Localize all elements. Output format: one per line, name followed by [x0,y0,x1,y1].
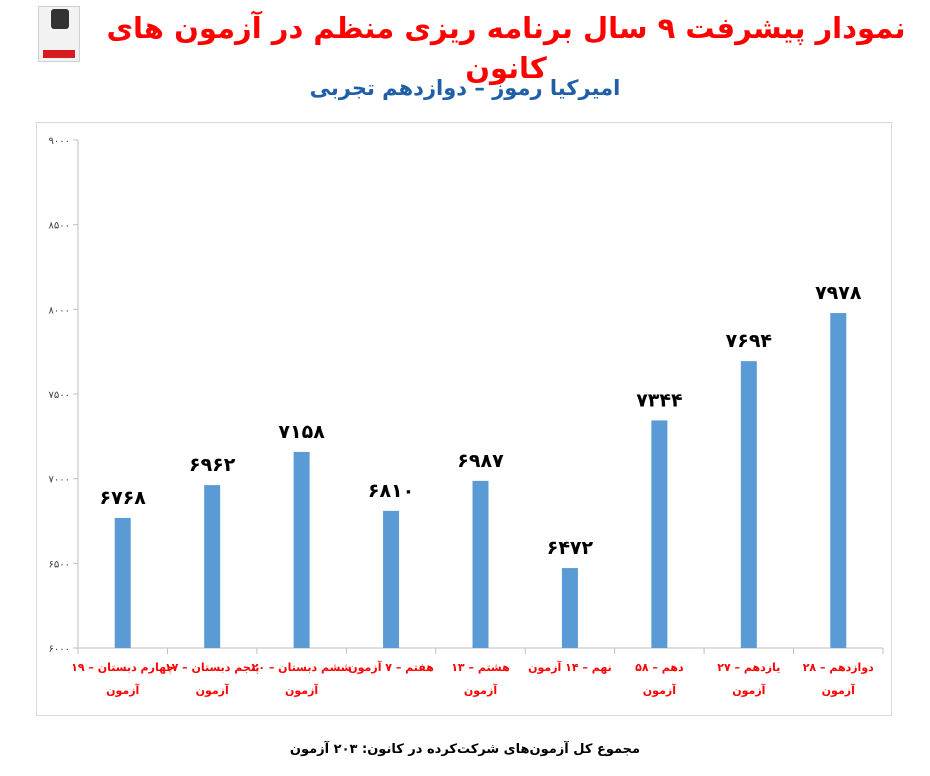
logo-stamp [43,50,75,58]
bar [472,480,489,648]
x-tick-label: یازدهم – ۲۷ [717,661,780,674]
x-tick-label: آزمون [464,683,497,697]
y-tick-label: ۷۵۰۰ [49,390,70,401]
total-exams-note: مجموع کل آزمون‌های شرکت‌کرده در کانون: ۲… [289,742,641,757]
y-tick-label: ۸۵۰۰ [49,221,70,232]
data-label: ۷۹۷۸ [815,282,862,304]
data-label: ۶۹۸۷ [457,450,504,472]
x-tick-label: آزمون [196,683,229,697]
x-tick-label: ششم دبستان – ۲۰ [252,661,352,674]
bar [740,361,757,648]
bar [561,568,578,648]
bar [383,510,400,648]
chart-title: نمودار پیشرفت ۹ سال برنامه ریزی منظم در … [106,11,906,85]
y-tick-label: ۶۵۰۰ [49,559,70,570]
x-tick-label: دوازدهم – ۲۸ [803,661,874,674]
graduate-icon [51,9,69,29]
data-label: ۶۸۱۰ [368,480,414,502]
bar [204,485,221,648]
chart-area: ۶۰۰۰ ۶۵۰۰ ۷۰۰۰ ۷۵۰۰ ۸۰۰۰ ۸۵۰۰ ۹۰۰۰ ۶۷۶۸ چهارم دب… [36,122,892,716]
bar [114,517,131,648]
x-tick-label: آزمون [106,683,139,697]
data-label: ۷۱۵۸ [278,421,325,443]
data-label: ۶۷۶۸ [100,487,147,509]
y-tick-label: ۶۰۰۰ [49,644,70,655]
x-tick-label: آزمون [822,683,855,697]
x-tick-label: آزمون [643,683,676,697]
chart-subtitle: امیرکیا رموز – دوازدهم تجربی [309,76,621,100]
y-tick-label: ۹۰۰۰ [49,136,70,147]
y-tick-label: ۸۰۰۰ [49,305,70,316]
kanoon-logo [38,6,80,62]
data-label: ۶۴۷۲ [547,537,594,559]
bar [293,451,310,648]
bar [830,313,847,648]
bar-chart: ۶۰۰۰ ۶۵۰۰ ۷۰۰۰ ۷۵۰۰ ۸۰۰۰ ۸۵۰۰ ۹۰۰۰ ۶۷۶۸ چهارم دب… [49,136,884,697]
x-tick-label: هشتم – ۱۳ [451,661,510,674]
x-tick-label: چهارم دبستان – ۱۹ [71,661,174,674]
bar [651,420,668,648]
x-tick-label: آزمون [285,683,318,697]
data-label: ۷۶۹۴ [726,330,772,352]
x-tick-label: پنجم دبستان – ۱۷ [165,661,260,674]
x-tick-label: دهم – ۵۸ [635,661,684,674]
x-tick-label: نهم – ۱۴ آزمون [528,660,612,674]
x-tick-label: هفتم – ۷ آزمون [348,660,434,674]
y-tick-label: ۷۰۰۰ [49,475,70,486]
data-label: ۷۳۴۴ [636,389,682,411]
x-tick-label: آزمون [732,683,765,697]
data-label: ۶۹۶۲ [189,454,236,476]
